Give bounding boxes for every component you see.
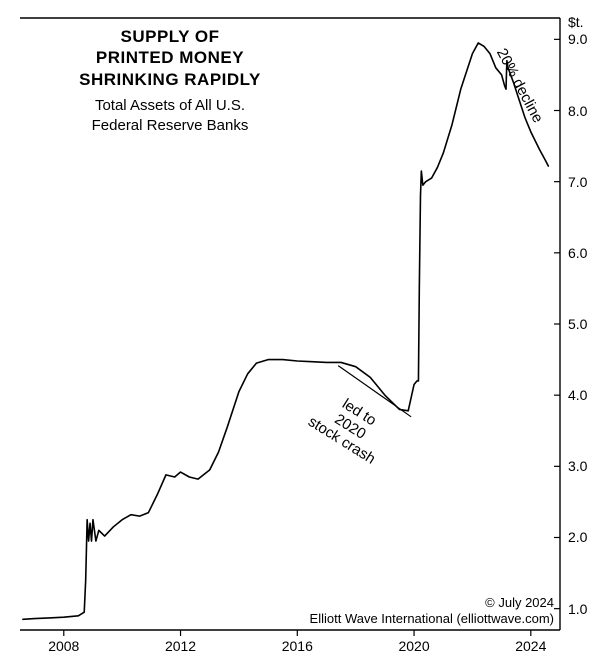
title-line-2: PRINTED MONEY [96,48,244,67]
y-axis-unit-label: $t. [568,14,584,30]
x-tick-label: 2020 [398,638,429,654]
x-tick-label: 2008 [48,638,79,654]
y-tick-label: 8.0 [568,103,587,119]
source-text: Elliott Wave International (elliottwave.… [310,611,554,626]
x-tick-label: 2016 [282,638,313,654]
y-tick-label: 5.0 [568,316,587,332]
x-tick-label: 2012 [165,638,196,654]
title-line-3: SHRINKING RAPIDLY [79,70,261,89]
copyright-text: © July 2024 [485,595,554,610]
x-tick-label: 2024 [515,638,546,654]
title-line-1: SUPPLY OF [121,27,220,46]
fed-assets-chart: SUPPLY OF PRINTED MONEY SHRINKING RAPIDL… [0,0,600,658]
subtitle-line-2: Federal Reserve Banks [92,117,249,134]
chart-subtitle: Total Assets of All U.S. Federal Reserve… [40,96,300,135]
y-tick-label: 1.0 [568,601,587,617]
chart-title: SUPPLY OF PRINTED MONEY SHRINKING RAPIDL… [40,26,300,90]
subtitle-line-1: Total Assets of All U.S. [95,97,245,114]
y-tick-label: 7.0 [568,174,587,190]
y-tick-label: 2.0 [568,529,587,545]
y-tick-label: 3.0 [568,458,587,474]
y-tick-label: 6.0 [568,245,587,261]
y-tick-label: 4.0 [568,387,587,403]
y-tick-label: 9.0 [568,31,587,47]
